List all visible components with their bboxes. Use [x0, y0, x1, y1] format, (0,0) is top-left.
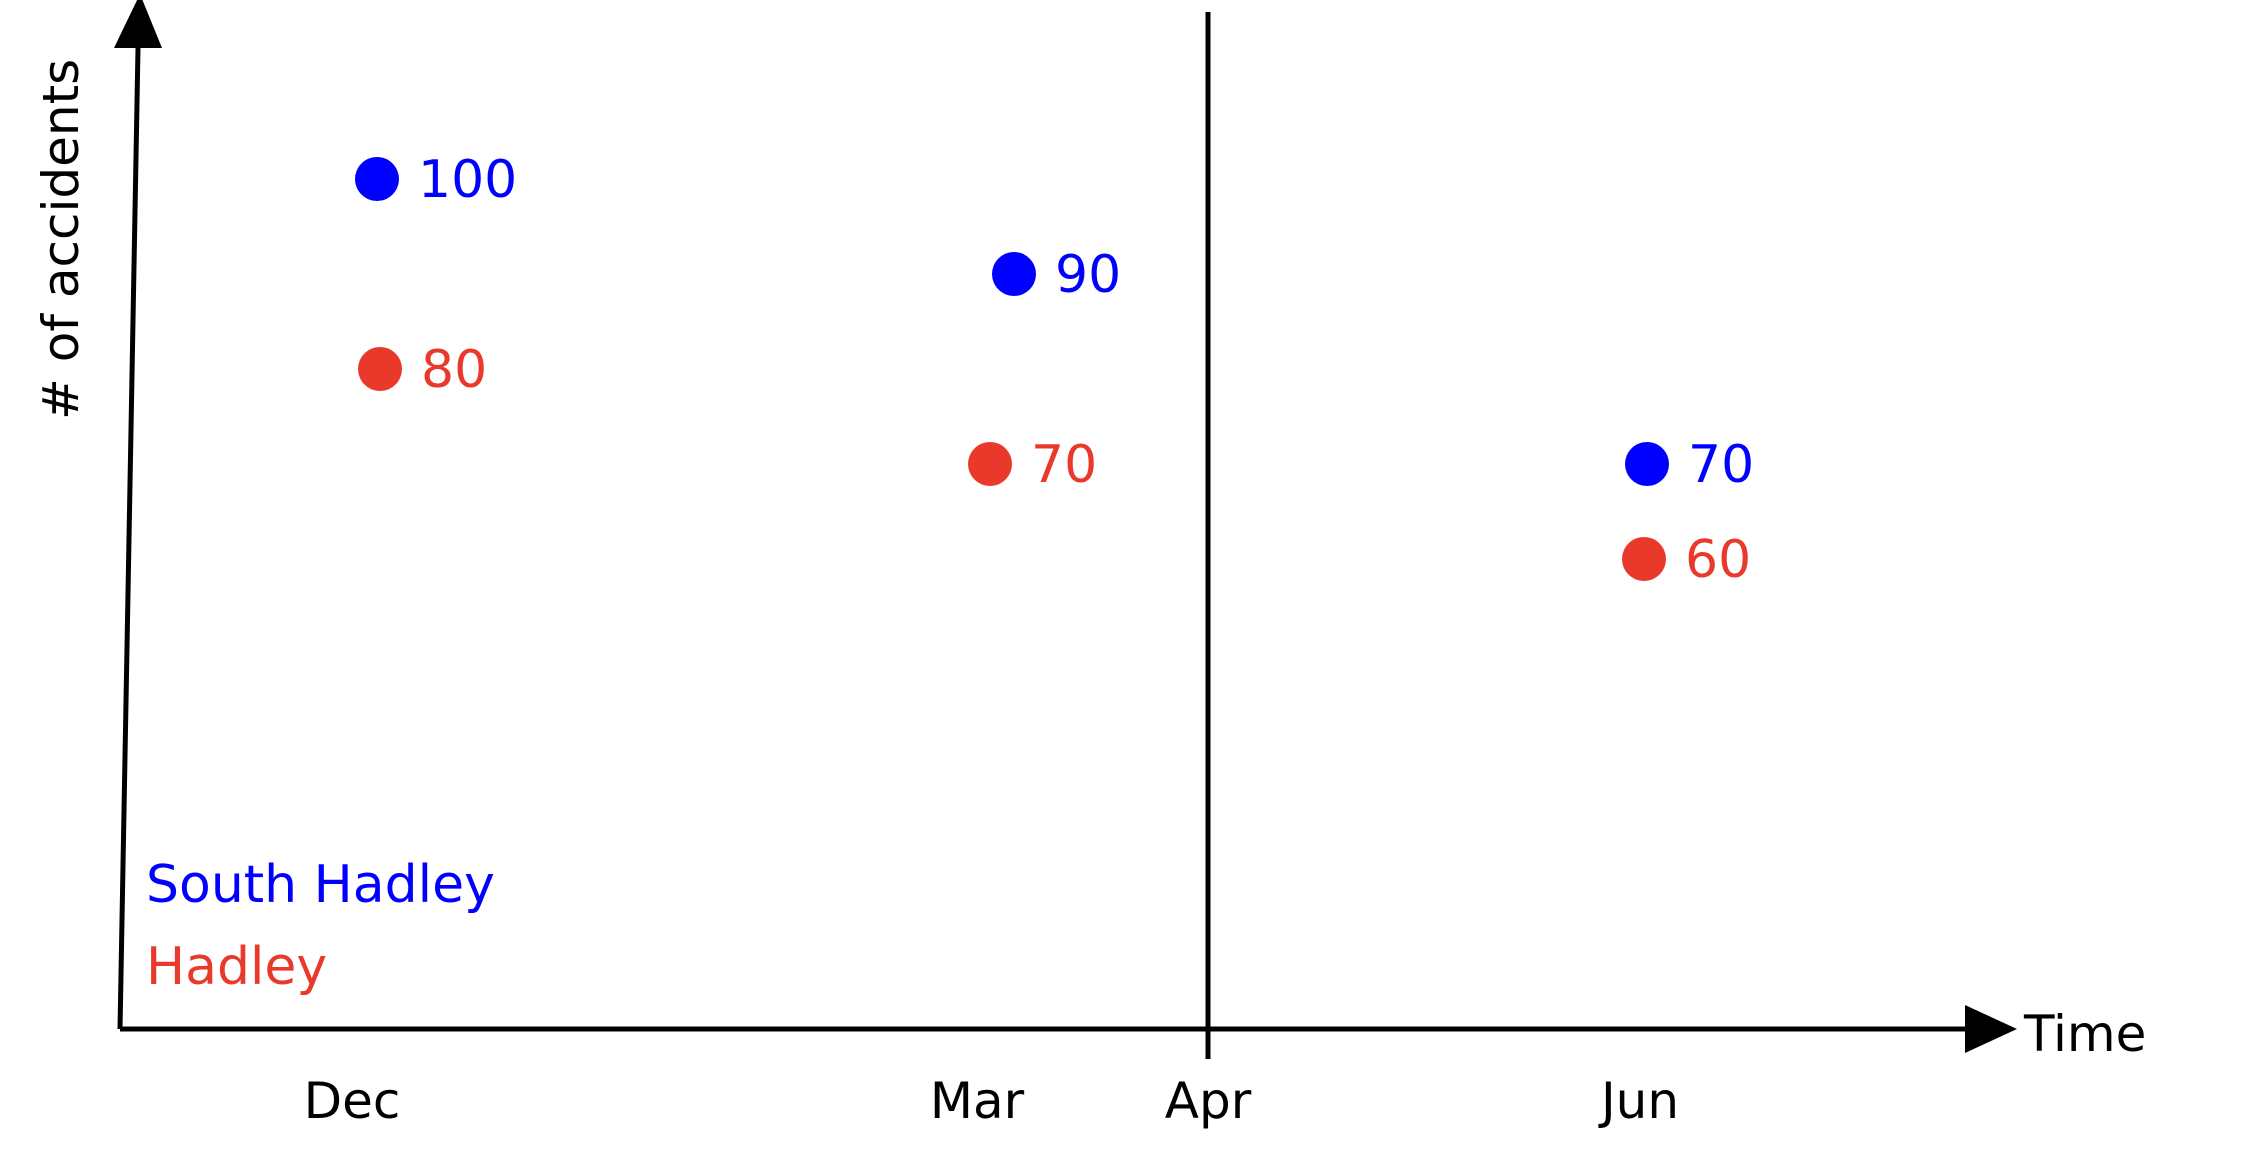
axes: # of accidents Time	[32, 0, 2146, 1063]
value-label-hadley-jun: 60	[1685, 530, 1751, 590]
x-tick-label-jun: Jun	[1598, 1072, 1679, 1130]
point-hadley-mar	[968, 442, 1012, 486]
point-hadley-dec	[358, 347, 402, 391]
x-axis-arrow-icon	[1965, 1005, 2017, 1053]
x-axis-title: Time	[2023, 1005, 2146, 1063]
value-label-hadley-dec: 80	[421, 340, 487, 400]
y-axis-line	[117, 47, 141, 1030]
value-label-hadley-mar: 70	[1031, 435, 1097, 495]
y-axis-title: # of accidents	[32, 59, 90, 420]
x-tick-label-mar: Mar	[930, 1072, 1025, 1130]
legend-item-south-hadley: South Hadley	[146, 855, 495, 915]
point-south-hadley-dec	[355, 157, 399, 201]
value-label-south-hadley-jun: 70	[1688, 435, 1754, 495]
data-points: 100 90 70 80 70 60	[355, 150, 1754, 590]
x-tick-label-apr: Apr	[1165, 1072, 1252, 1130]
value-label-south-hadley-dec: 100	[418, 150, 517, 210]
point-south-hadley-mar	[992, 252, 1036, 296]
legend: South Hadley Hadley	[146, 855, 495, 997]
value-label-south-hadley-mar: 90	[1055, 245, 1121, 305]
y-axis-arrow-icon	[114, 0, 162, 48]
point-south-hadley-jun	[1625, 442, 1669, 486]
x-tick-labels: Dec Mar Apr Jun	[304, 1072, 1679, 1130]
x-tick-label-dec: Dec	[304, 1072, 401, 1130]
legend-item-hadley: Hadley	[146, 937, 327, 997]
point-hadley-jun	[1622, 537, 1666, 581]
